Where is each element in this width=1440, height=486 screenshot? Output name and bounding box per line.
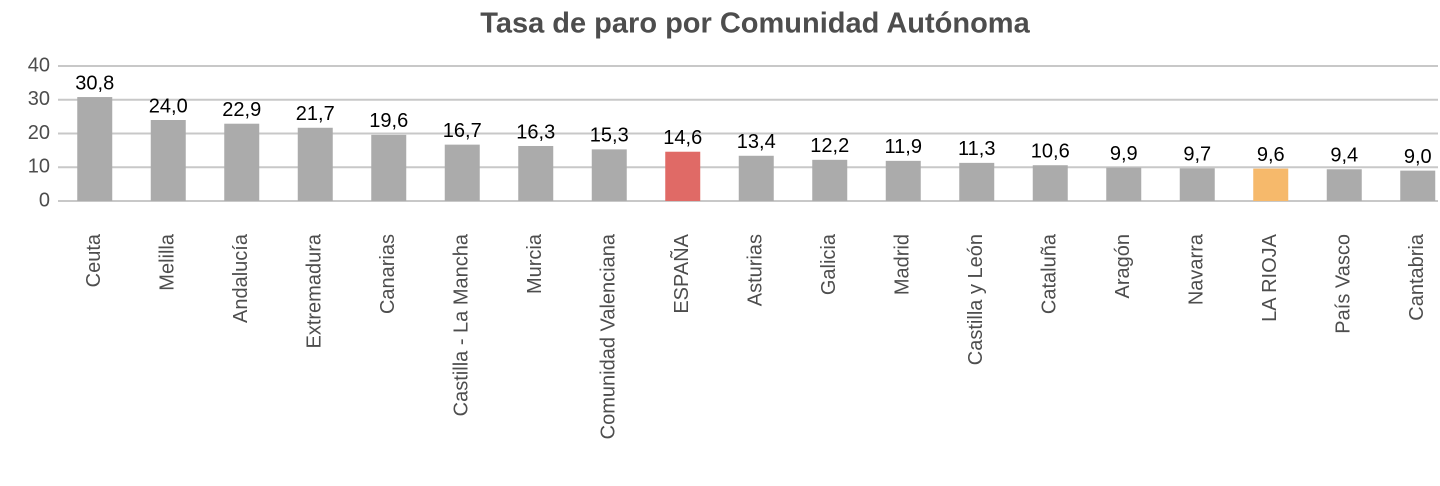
bar bbox=[738, 155, 774, 201]
x-tick-label: Andalucía bbox=[230, 233, 252, 323]
x-tick-label: Navarra bbox=[1186, 233, 1208, 305]
x-tick-label: Cantabria bbox=[1406, 233, 1428, 321]
bar bbox=[150, 120, 186, 201]
value-label: 9,4 bbox=[1330, 145, 1358, 167]
value-label: 16,3 bbox=[516, 121, 555, 143]
bar bbox=[665, 151, 701, 201]
value-label: 24,0 bbox=[149, 95, 188, 117]
x-tick-label: Asturias bbox=[745, 234, 767, 306]
value-label: 9,0 bbox=[1404, 146, 1432, 168]
value-label: 9,7 bbox=[1183, 144, 1211, 166]
bar bbox=[224, 123, 260, 201]
value-label: 21,7 bbox=[296, 103, 335, 125]
x-tick-label: Madrid bbox=[892, 234, 914, 295]
x-tick-label: País Vasco bbox=[1333, 234, 1355, 334]
bar bbox=[518, 145, 554, 201]
bar bbox=[1106, 167, 1142, 201]
x-tick-label: Castilla y León bbox=[965, 234, 987, 365]
bar bbox=[1032, 165, 1068, 201]
value-label: 9,9 bbox=[1110, 143, 1138, 165]
value-label: 16,7 bbox=[443, 120, 482, 142]
bar bbox=[591, 149, 627, 201]
bar bbox=[959, 162, 995, 201]
y-tick-label: 0 bbox=[39, 189, 50, 211]
x-tick-label: ESPAÑA bbox=[669, 233, 693, 313]
bar bbox=[77, 97, 113, 201]
x-tick-label: Aragón bbox=[1112, 234, 1134, 299]
bar bbox=[885, 160, 921, 201]
y-tick-label: 20 bbox=[28, 122, 50, 144]
value-label: 12,2 bbox=[810, 135, 849, 157]
bar bbox=[444, 144, 480, 201]
y-tick-label: 10 bbox=[28, 156, 50, 178]
x-tick-label: Murcia bbox=[524, 233, 546, 294]
bar bbox=[297, 127, 333, 201]
value-label: 19,6 bbox=[369, 110, 408, 132]
value-label: 30,8 bbox=[75, 72, 114, 94]
x-tick-label: LA RIOJA bbox=[1259, 233, 1281, 321]
x-tick-label: Canarias bbox=[377, 234, 399, 314]
value-label: 11,9 bbox=[885, 136, 922, 158]
x-tick-label: Ceuta bbox=[83, 233, 105, 287]
value-label: 14,6 bbox=[663, 127, 702, 149]
x-tick-label: Cataluña bbox=[1039, 233, 1061, 314]
value-label: 10,6 bbox=[1031, 141, 1070, 163]
y-tick-label: 30 bbox=[28, 88, 50, 110]
bar bbox=[1400, 170, 1436, 201]
bar bbox=[371, 134, 407, 201]
value-label: 22,9 bbox=[222, 99, 261, 121]
x-tick-label: Castilla - La Mancha bbox=[451, 233, 473, 416]
bar bbox=[812, 159, 848, 201]
x-tick-label: Galicia bbox=[818, 233, 840, 295]
bar bbox=[1326, 169, 1362, 201]
value-label: 9,6 bbox=[1257, 144, 1285, 166]
bar bbox=[1253, 168, 1289, 201]
value-label: 13,4 bbox=[737, 131, 776, 153]
chart-title: Tasa de paro por Comunidad Autónoma bbox=[480, 8, 1030, 40]
x-tick-label: Extremadura bbox=[304, 233, 326, 348]
x-tick-label: Melilla bbox=[157, 233, 179, 291]
bar bbox=[1179, 168, 1215, 201]
x-tick-label: Comunidad Valenciana bbox=[598, 233, 620, 439]
y-tick-label: 40 bbox=[28, 54, 50, 76]
value-label: 15,3 bbox=[590, 125, 629, 147]
value-label: 11,3 bbox=[958, 138, 995, 160]
